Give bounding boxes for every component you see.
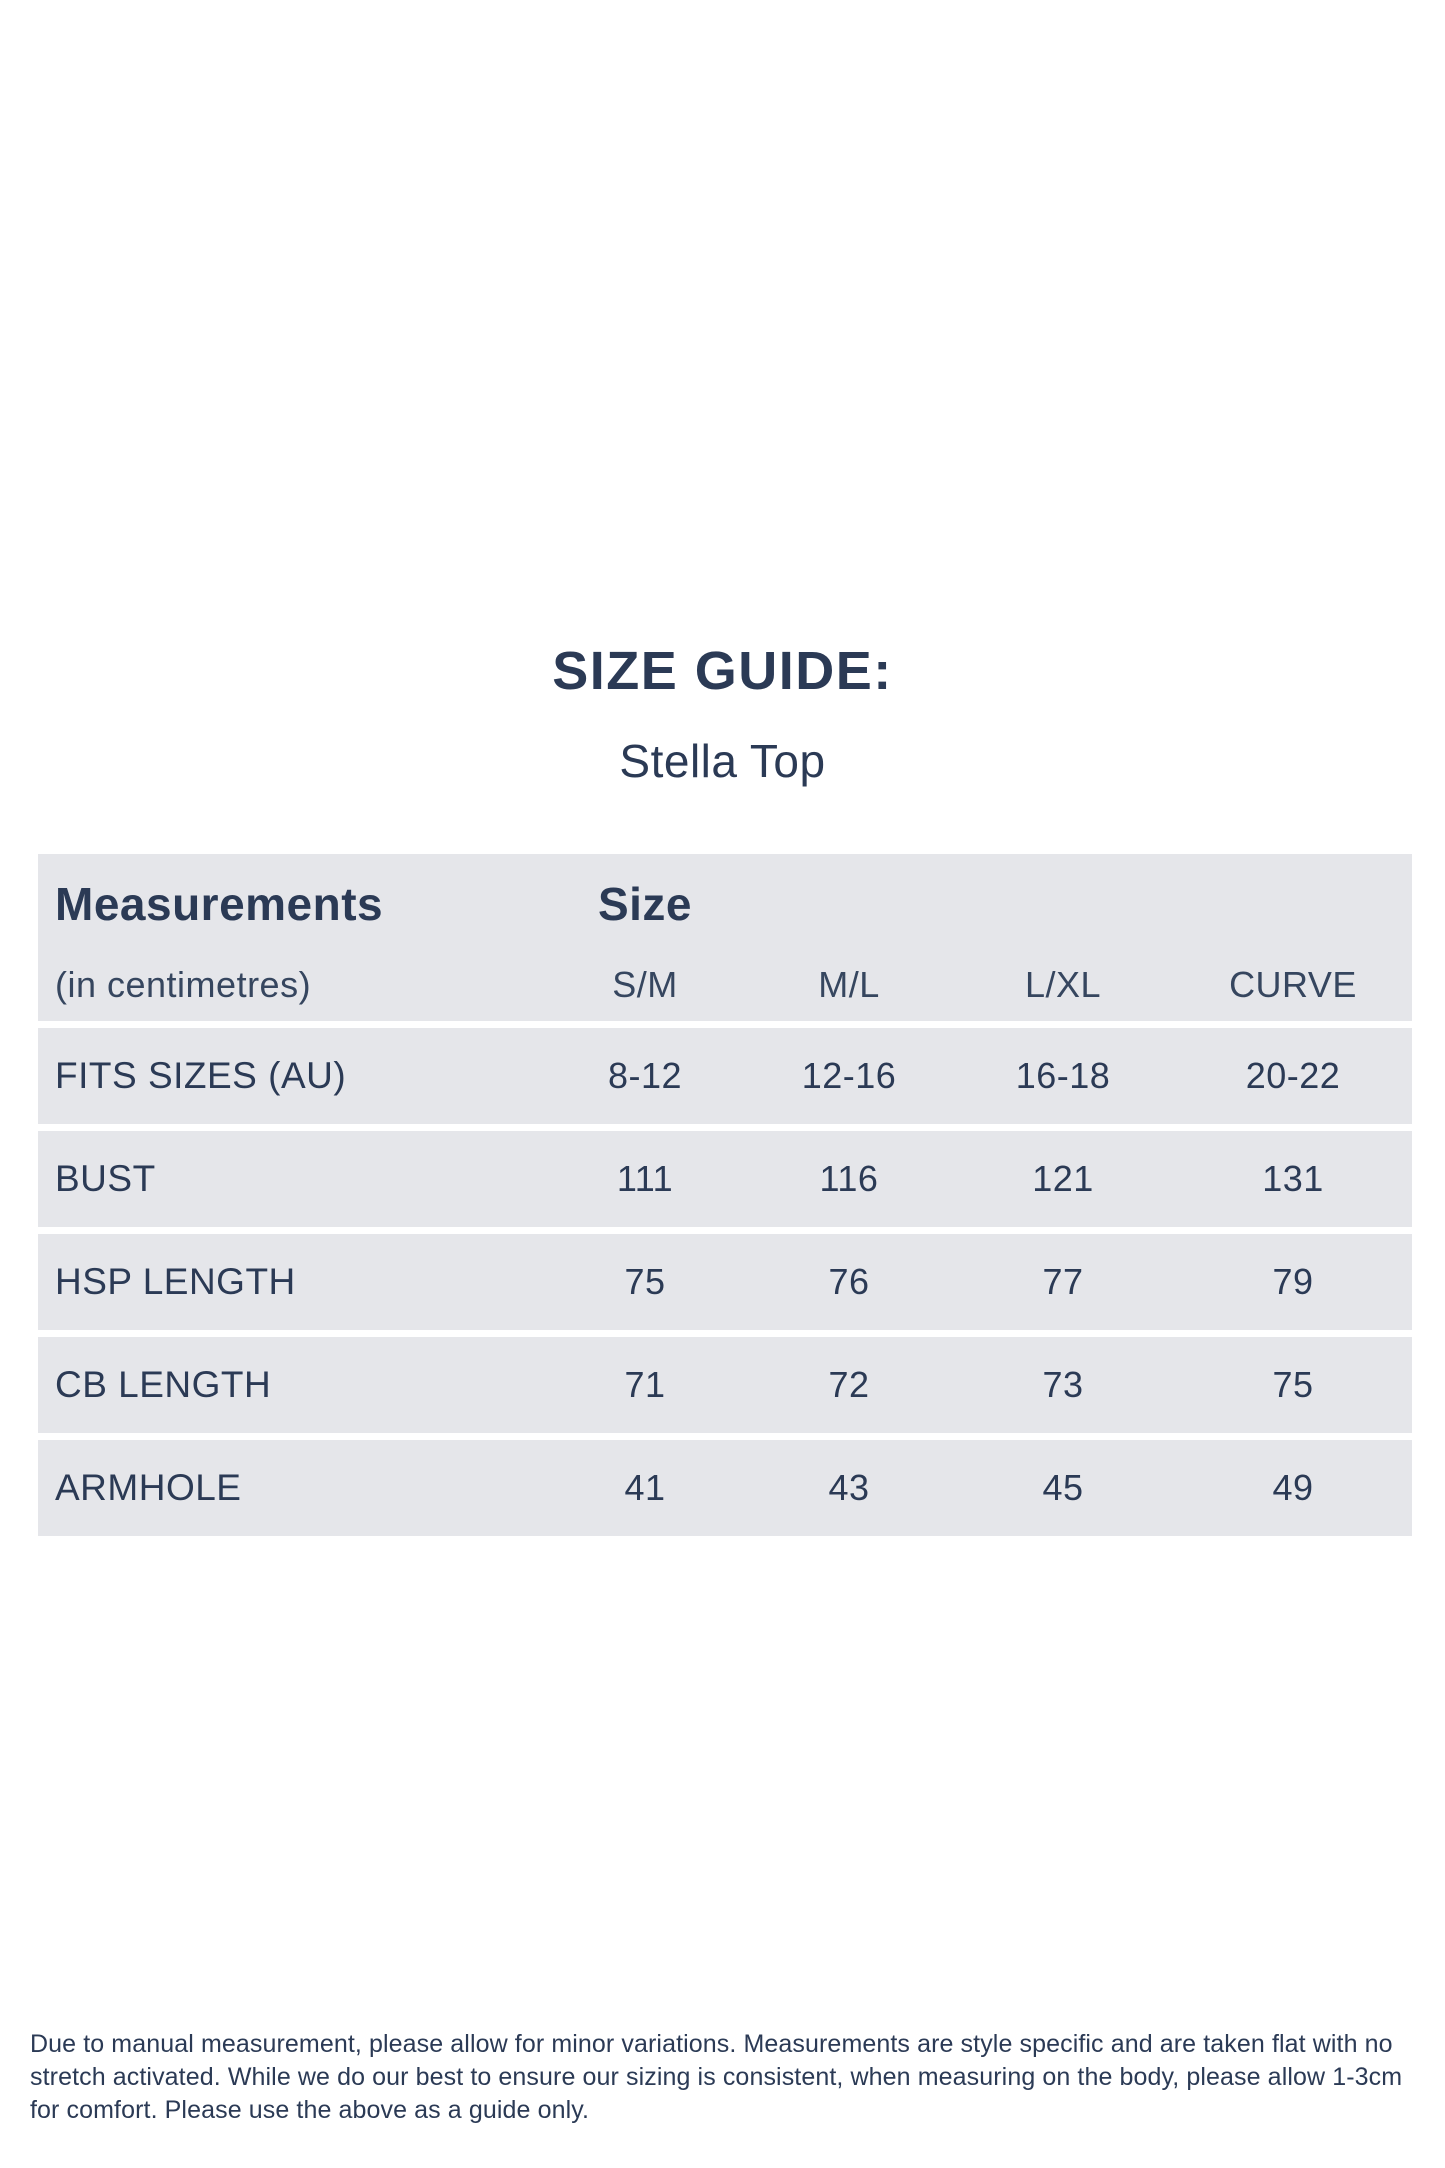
table-row: BUST 111 116 121 131 — [38, 1131, 1412, 1227]
value-sm: 8-12 — [607, 1055, 683, 1096]
page-title: SIZE GUIDE: — [552, 641, 893, 701]
table-row: ARMHOLE 41 43 45 49 — [38, 1440, 1412, 1536]
disclaimer-text: Due to manual measurement, please allow … — [30, 2030, 1403, 2124]
value-sm: 111 — [616, 1158, 674, 1199]
table-row: HSP LENGTH 75 76 77 79 — [38, 1234, 1412, 1330]
table-row: FITS SIZES (AU) 8-12 12-16 16-18 20-22 — [38, 1028, 1412, 1124]
table-header-row: Measurements (in centimetres) Size S/M M… — [38, 854, 1412, 1021]
value-curve: 131 — [1262, 1158, 1324, 1199]
value-curve: 75 — [1272, 1364, 1314, 1405]
size-label-ml: M/L — [818, 964, 880, 1005]
value-ml: 116 — [819, 1158, 879, 1199]
measurements-unit-note: (in centimetres) — [55, 964, 312, 1005]
size-title: Size — [597, 878, 693, 930]
size-header-cell-sm: Size S/M — [544, 854, 746, 1021]
size-header-cell-curve: CURVE — [1174, 854, 1412, 1021]
value-ml: 76 — [828, 1261, 870, 1302]
value-curve: 20-22 — [1245, 1055, 1341, 1096]
value-lxl: 121 — [1032, 1158, 1094, 1199]
measurement-label: CB LENGTH — [55, 1364, 272, 1405]
value-curve: 49 — [1272, 1467, 1314, 1508]
size-label-lxl: L/XL — [1024, 964, 1102, 1005]
value-sm: 75 — [624, 1261, 666, 1302]
measurement-label: BUST — [55, 1158, 156, 1199]
value-sm: 41 — [624, 1467, 666, 1508]
measurement-label: HSP LENGTH — [55, 1261, 296, 1302]
size-header-cell-lxl: L/XL — [952, 854, 1174, 1021]
value-lxl: 16-18 — [1015, 1055, 1111, 1096]
value-ml: 12-16 — [801, 1055, 897, 1096]
size-header-cell-ml: M/L — [746, 854, 952, 1021]
measurements-title: Measurements — [55, 878, 384, 930]
measurement-label: ARMHOLE — [55, 1467, 242, 1508]
value-lxl: 73 — [1042, 1364, 1084, 1405]
size-label-sm: S/M — [612, 964, 678, 1005]
size-label-curve: CURVE — [1229, 964, 1357, 1005]
table-row: CB LENGTH 71 72 73 75 — [38, 1337, 1412, 1433]
value-ml: 43 — [828, 1467, 870, 1508]
size-table-body: FITS SIZES (AU) 8-12 12-16 16-18 20-22 B… — [38, 1028, 1412, 1536]
product-name: Stella Top — [619, 735, 826, 787]
value-lxl: 77 — [1042, 1261, 1084, 1302]
measurement-label: FITS SIZES (AU) — [55, 1055, 347, 1096]
value-lxl: 45 — [1042, 1467, 1084, 1508]
value-curve: 79 — [1272, 1261, 1314, 1302]
measurements-header-cell: Measurements (in centimetres) — [38, 854, 544, 1021]
size-guide-table: Measurements (in centimetres) Size S/M M… — [38, 854, 1412, 1543]
value-ml: 72 — [828, 1364, 870, 1405]
value-sm: 71 — [624, 1364, 666, 1405]
